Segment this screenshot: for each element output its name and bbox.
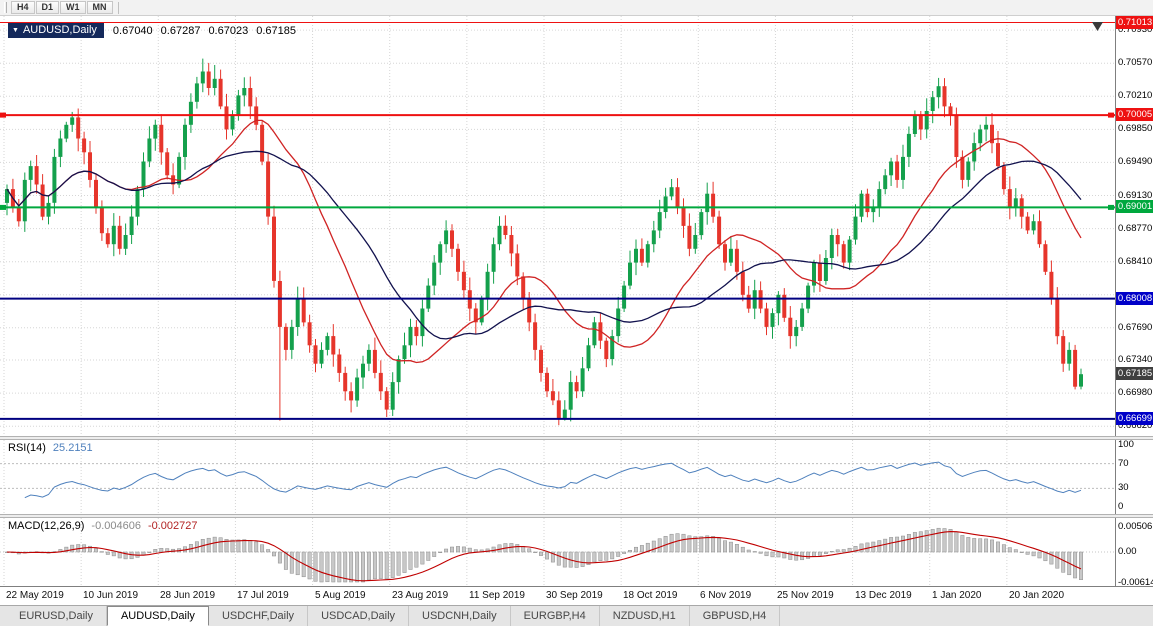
timeframe-button-d1[interactable]: D1 (35, 1, 60, 14)
rsi-panel[interactable]: RSI(14) 25.2151 100 70 30 0 (0, 439, 1153, 514)
macd-main-value: -0.004606 (91, 520, 141, 532)
tab-eurusd-daily[interactable]: EURUSD,Daily (6, 606, 107, 626)
price-tick: 0.69490 (1118, 156, 1153, 167)
date-label: 22 May 2019 (6, 590, 64, 601)
price-tick: 0.69130 (1118, 190, 1153, 201)
date-label: 11 Sep 2019 (469, 590, 525, 601)
macd-panel[interactable]: MACD(12,26,9) -0.004606 -0.002727 0.0050… (0, 518, 1153, 588)
rsi-level-label: 30 (1118, 482, 1129, 493)
date-label: 17 Jul 2019 (237, 590, 289, 601)
time-axis[interactable]: 22 May 2019 10 Jun 2019 28 Jun 2019 17 Jul … (0, 586, 1153, 605)
date-label: 20 Jan 2020 (1009, 590, 1065, 601)
timeframe-button-h4[interactable]: H4 (11, 1, 35, 14)
macd-axis-label: -0.00614 (1118, 577, 1153, 588)
rsi-chart[interactable] (0, 440, 1115, 514)
tab-gbpusd-h4[interactable]: GBPUSD,H4 (690, 606, 781, 626)
macd-axis-label: 0.00 (1118, 546, 1137, 557)
rsi-level-label: 70 (1118, 458, 1129, 469)
price-badge: 0.67185 (1116, 367, 1153, 380)
price-tick: 0.68770 (1118, 223, 1153, 234)
price-tick: 0.66620 (1118, 420, 1153, 431)
symbol-tag: ▼ AUDUSD,Daily (8, 23, 104, 38)
date-label: 23 Aug 2019 (392, 590, 449, 601)
date-label: 10 Jun 2019 (83, 590, 139, 601)
price-tick: 0.69850 (1118, 123, 1153, 134)
price-badge: 0.71013 (1116, 16, 1153, 29)
date-label: 13 Dec 2019 (855, 590, 912, 601)
date-label: 18 Oct 2019 (623, 590, 678, 601)
dropdown-triangle-icon: ▼ (12, 26, 19, 34)
price-scale[interactable]: 0.70930 0.70570 0.70210 0.69850 0.69490 0.691… (1115, 16, 1153, 436)
low-value: 0.67023 (208, 24, 249, 37)
rsi-header: RSI(14) 25.2151 (8, 442, 93, 454)
tab-usdcad-daily[interactable]: USDCAD,Daily (308, 606, 410, 626)
rsi-level-label: 100 (1118, 439, 1134, 450)
date-label: 25 Nov 2019 (777, 590, 834, 601)
rsi-level-label: 0 (1118, 501, 1124, 512)
price-tick: 0.70930 (1118, 24, 1153, 35)
chart-title: ▼ AUDUSD,Daily 0.67040 0.67287 0.67023 0… (8, 23, 296, 38)
macd-chart[interactable] (0, 518, 1115, 586)
timeframe-toolbar: H4 D1 W1 MN (0, 0, 1153, 16)
rsi-value: 25.2151 (52, 442, 93, 454)
date-label: 1 Jan 2020 (932, 590, 982, 601)
tab-usdcnh-daily[interactable]: USDCNH,Daily (409, 606, 511, 626)
chart-tab-bar: EURUSD,Daily AUDUSD,Daily USDCHF,Daily USDC… (0, 605, 1153, 626)
date-label: 6 Nov 2019 (700, 590, 752, 601)
toolbar-separator (117, 1, 119, 14)
candlestick-chart[interactable] (0, 16, 1115, 436)
macd-signal-value: -0.002727 (147, 520, 198, 532)
tab-usdchf-daily[interactable]: USDCHF,Daily (209, 606, 309, 626)
price-tick: 0.66980 (1118, 387, 1153, 398)
price-badge: 0.68008 (1116, 292, 1153, 305)
price-tick: 0.68410 (1118, 256, 1153, 267)
tab-audusd-daily[interactable]: AUDUSD,Daily (106, 606, 209, 626)
macd-axis-label: 0.00506 (1118, 521, 1153, 532)
price-tick: 0.67690 (1118, 322, 1153, 333)
rsi-label: RSI(14) (8, 442, 46, 454)
price-tick: 0.70210 (1118, 90, 1153, 101)
price-tick: 0.70570 (1118, 57, 1153, 68)
tab-nzdusd-h1[interactable]: NZDUSD,H1 (600, 606, 690, 626)
close-value: 0.67185 (256, 24, 296, 37)
price-badge: 0.69001 (1116, 200, 1153, 213)
ohlc-readout: 0.67040 0.67287 0.67023 0.67185 (113, 25, 296, 37)
date-label: 30 Sep 2019 (546, 590, 603, 601)
open-value: 0.67040 (112, 24, 153, 37)
date-label: 5 Aug 2019 (315, 590, 366, 601)
main-chart-panel[interactable]: ▼ AUDUSD,Daily 0.67040 0.67287 0.67023 0… (0, 16, 1153, 436)
date-label: 28 Jun 2019 (160, 590, 216, 601)
timeframe-button-mn[interactable]: MN (86, 1, 113, 14)
timeframe-button-w1[interactable]: W1 (60, 1, 86, 14)
macd-scale[interactable]: 0.00506 0.00 -0.00614 (1115, 518, 1153, 588)
price-badge: 0.66699 (1116, 412, 1153, 425)
macd-label: MACD(12,26,9) (8, 520, 85, 532)
price-tick: 0.67340 (1118, 354, 1153, 365)
toolbar-grip[interactable] (4, 2, 7, 13)
high-value: 0.67287 (160, 24, 201, 37)
timeframe-buttons: H4 D1 W1 MN (11, 1, 114, 14)
macd-header: MACD(12,26,9) -0.004606 -0.002727 (8, 520, 198, 532)
tab-eurgbp-h4[interactable]: EURGBP,H4 (511, 606, 600, 626)
symbol-label: AUDUSD,Daily (22, 24, 97, 36)
rsi-scale[interactable]: 100 70 30 0 (1115, 439, 1153, 514)
macd-splitter[interactable] (0, 514, 1153, 518)
rsi-splitter[interactable] (0, 436, 1153, 440)
price-badge: 0.70005 (1116, 108, 1153, 121)
